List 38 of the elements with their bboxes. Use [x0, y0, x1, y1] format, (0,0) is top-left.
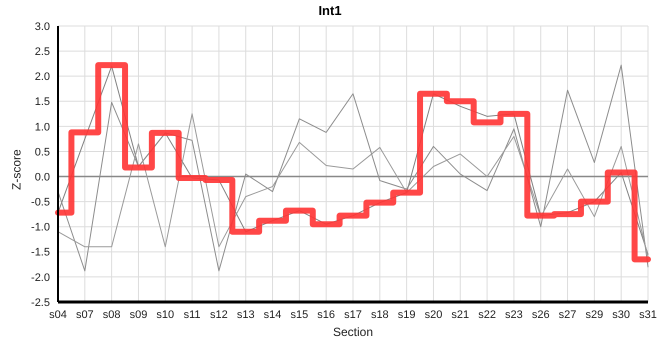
y-tick-label: 2.5 [34, 46, 50, 58]
x-tick-label: s21 [451, 308, 470, 321]
x-tick-label: s27 [558, 308, 576, 321]
y-tick-label: 3.0 [34, 20, 50, 33]
y-tick-label: -1.5 [31, 246, 50, 259]
x-tick-label: s10 [156, 308, 174, 321]
x-tick-label: s19 [398, 308, 416, 321]
chart-title: Int1 [317, 2, 343, 20]
x-axis-title: Section [332, 325, 374, 339]
x-tick-label: s26 [532, 308, 550, 321]
y-tick-label: 1.0 [34, 121, 50, 134]
x-tick-label: s13 [236, 308, 255, 321]
x-tick-label: s20 [424, 308, 442, 321]
x-tick-label: s17 [344, 308, 362, 321]
x-tick-label: s15 [290, 308, 308, 321]
x-tick-label: s09 [130, 308, 148, 321]
y-tick-label: 0.0 [34, 171, 50, 184]
x-tick-label: s14 [264, 308, 282, 321]
x-tick-label: s29 [585, 308, 604, 321]
x-tick-label: s30 [612, 308, 630, 321]
x-tick-label: s07 [76, 308, 94, 321]
x-tick-label: s18 [370, 308, 389, 321]
y-tick-label: -1.0 [31, 222, 50, 234]
y-tick-label: 2.0 [34, 71, 50, 84]
x-tick-label: s16 [317, 308, 336, 321]
x-tick-label: s04 [49, 308, 67, 321]
x-tick-label: s22 [478, 308, 496, 321]
x-tick-label: s12 [210, 308, 228, 321]
y-tick-label: 0.5 [34, 146, 50, 158]
y-tick-label: -2.0 [31, 272, 50, 284]
x-tick-label: s08 [102, 308, 121, 321]
y-axis-title: Z-score [9, 149, 24, 190]
y-tick-label: -2.5 [31, 296, 50, 309]
y-tick-label: -0.5 [31, 196, 50, 209]
x-tick-label: s31 [639, 308, 657, 321]
y-tick-label: 1.5 [34, 96, 50, 108]
x-tick-label: s23 [505, 308, 523, 321]
x-tick-label: s11 [184, 308, 201, 321]
